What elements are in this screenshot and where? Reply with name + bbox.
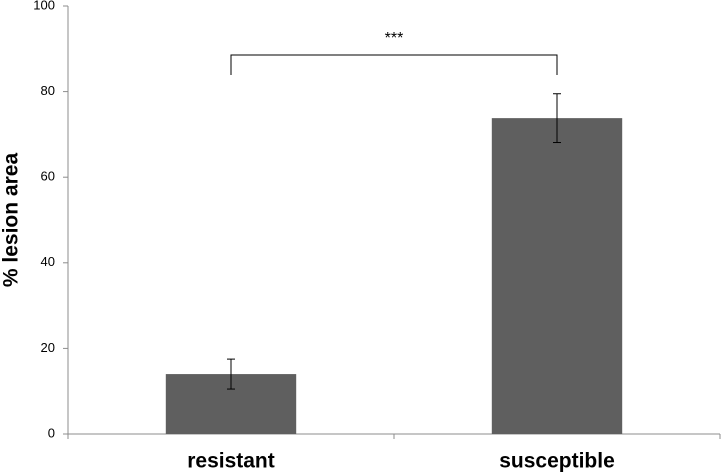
x-tick-label: resistant — [187, 450, 275, 473]
x-tick-label: susceptible — [499, 450, 615, 473]
y-tick-label: 0 — [48, 425, 55, 440]
y-tick-label: 20 — [41, 340, 55, 355]
significance-bracket — [230, 54, 558, 75]
significance-label: *** — [385, 30, 404, 47]
y-tick-label: 40 — [41, 254, 55, 269]
y-tick-label: 100 — [33, 0, 55, 12]
y-tick-label: 60 — [41, 169, 55, 184]
y-tick-label: 80 — [41, 83, 55, 98]
y-axis-label: % lesion area — [0, 153, 23, 288]
bar — [491, 118, 623, 435]
